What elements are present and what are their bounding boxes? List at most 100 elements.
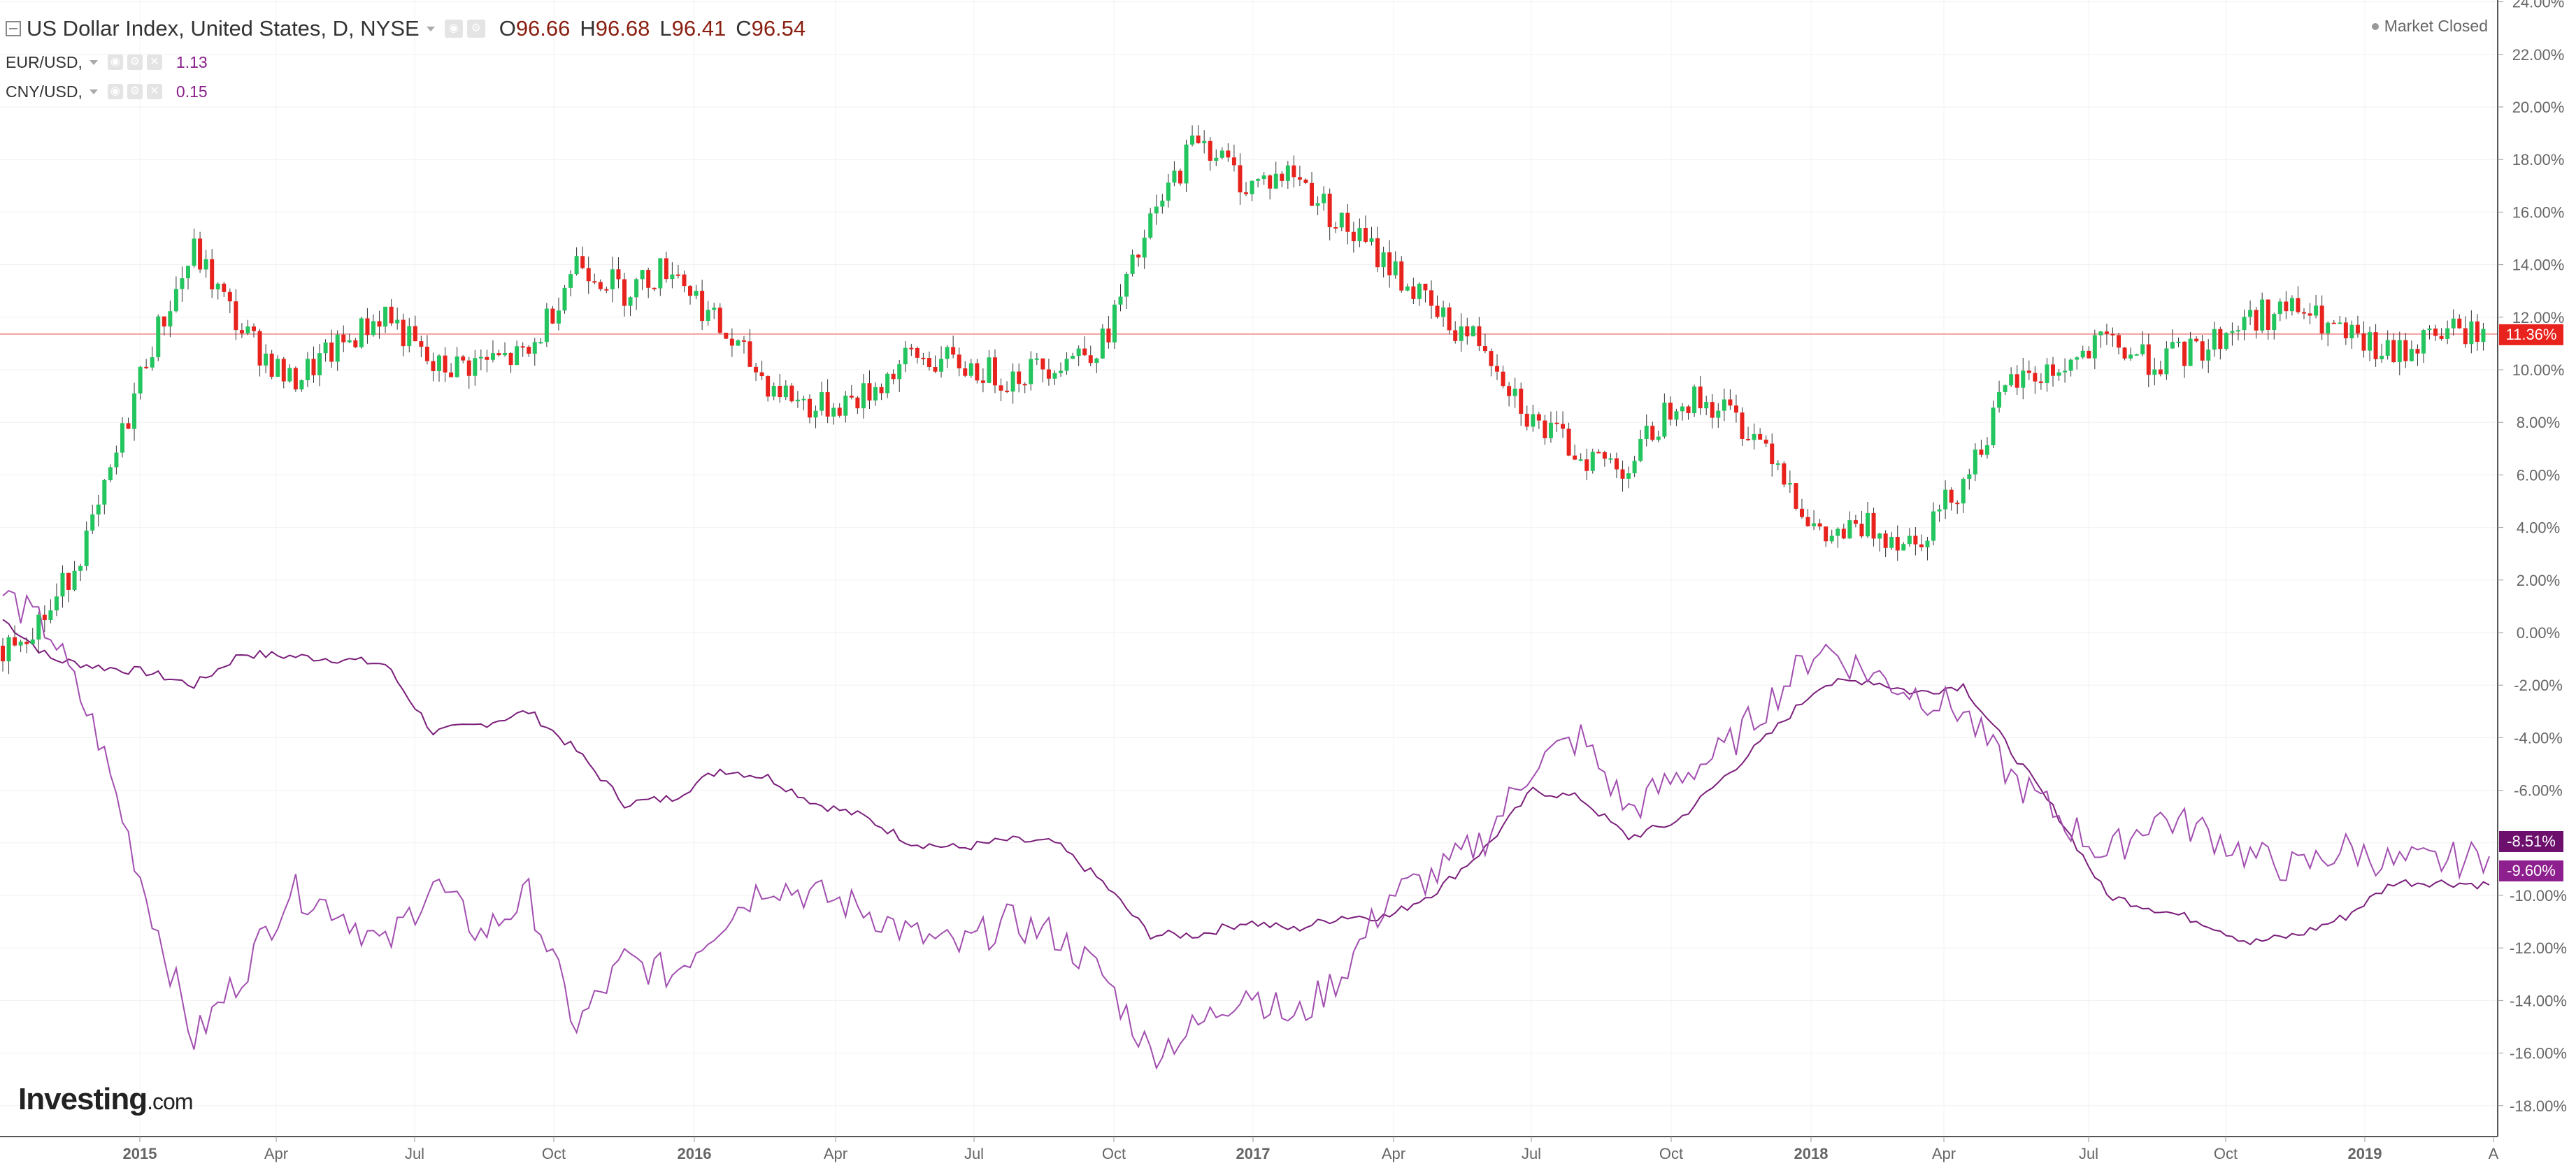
candle (1322, 186, 1326, 211)
close-icon[interactable]: ✕ (146, 55, 162, 70)
candle (1836, 527, 1840, 548)
candle (257, 329, 262, 377)
candle (520, 342, 525, 357)
high-value: 96.68 (595, 16, 650, 41)
y-tick-label: 12.00% (2512, 309, 2565, 326)
overlay-label-cny: CNY/USD, (6, 82, 83, 101)
legend-overlay-eur[interactable]: EUR/USD, ◉ ⚙ ✕ 1.13 (6, 48, 806, 77)
y-tick-label: 6.00% (2517, 466, 2560, 484)
candle (1339, 212, 1344, 231)
candle (42, 605, 47, 633)
high-label: H (580, 16, 596, 41)
candle (1447, 303, 1452, 335)
close-label: C (736, 16, 752, 41)
candle (1022, 382, 1027, 394)
candle (783, 380, 788, 401)
candle (1632, 456, 1637, 477)
candle (2176, 337, 2181, 347)
candle (999, 378, 1003, 402)
candle (2170, 329, 2175, 349)
candle (1943, 480, 1948, 519)
eye-icon[interactable]: ◉ (444, 20, 463, 38)
candle (682, 271, 687, 293)
chart-legend: US Dollar Index, United States, D, NYSE … (6, 10, 806, 106)
open-value: 96.66 (515, 16, 571, 41)
candle (873, 382, 878, 406)
settings-icon[interactable]: ⚙ (127, 55, 143, 70)
candle (2128, 347, 2133, 361)
candle (48, 599, 53, 623)
candle (1112, 299, 1117, 349)
chevron-down-icon[interactable] (89, 59, 98, 65)
candle (1763, 435, 1768, 447)
legend-overlay-cny[interactable]: CNY/USD, ◉ ⚙ ✕ 0.15 (6, 77, 806, 106)
candle (353, 338, 358, 348)
candle (1130, 249, 1135, 277)
candle (1824, 526, 1829, 547)
candle (2254, 306, 2259, 339)
candle (634, 277, 639, 310)
candle (1919, 534, 1924, 551)
candle (424, 335, 429, 365)
candle (1327, 188, 1332, 240)
candle (287, 364, 292, 383)
candle (1913, 527, 1918, 556)
candle (1991, 401, 1996, 448)
candle (1477, 317, 1482, 352)
candle (867, 370, 872, 410)
chevron-down-icon[interactable] (89, 89, 98, 94)
candle (1124, 271, 1129, 310)
candle (849, 384, 854, 400)
chevron-down-icon[interactable] (426, 26, 435, 31)
candle (1841, 524, 1846, 540)
candle (54, 583, 59, 617)
candle (1273, 161, 1278, 189)
candle (1656, 431, 1661, 442)
candle (1961, 477, 1966, 513)
candle (2433, 324, 2438, 341)
close-icon[interactable]: ✕ (146, 84, 162, 99)
candle (1937, 504, 1942, 522)
candle (574, 247, 579, 276)
candle (2385, 330, 2390, 360)
candle (215, 282, 220, 300)
low-label: L (659, 16, 672, 41)
candle (1196, 125, 1201, 144)
candle (2038, 373, 2043, 390)
candle (2427, 325, 2432, 340)
candle (150, 346, 155, 371)
candle (269, 349, 274, 380)
y-tick-label: 16.00% (2512, 203, 2565, 221)
candle (6, 635, 11, 675)
candle (1524, 405, 1529, 431)
candle (825, 379, 830, 424)
candle (1787, 470, 1792, 493)
x-tick-label: A (2489, 1145, 2499, 1162)
eye-icon[interactable]: ◉ (107, 84, 123, 99)
candle (1291, 155, 1296, 188)
candle (2206, 339, 2211, 373)
candle (1949, 487, 1954, 511)
candle (1501, 366, 1505, 389)
eye-icon[interactable]: ◉ (107, 55, 123, 70)
candle (1059, 362, 1064, 377)
candle (2457, 314, 2462, 329)
legend-main-row[interactable]: US Dollar Index, United States, D, NYSE … (6, 10, 806, 48)
candle (771, 382, 776, 401)
candle (443, 347, 448, 382)
candle (1405, 283, 1410, 291)
candle (490, 340, 495, 363)
settings-icon[interactable]: ⚙ (466, 20, 485, 38)
collapse-icon[interactable] (6, 21, 21, 36)
candle (102, 479, 107, 514)
y-tick-label: -4.00% (2514, 729, 2563, 747)
candle (1303, 178, 1308, 185)
candle (317, 343, 322, 387)
candle (1238, 153, 1243, 205)
candle (36, 612, 41, 653)
candle (1782, 461, 1787, 488)
candle (2451, 309, 2456, 336)
settings-icon[interactable]: ⚙ (127, 84, 143, 99)
candle (1883, 530, 1888, 558)
